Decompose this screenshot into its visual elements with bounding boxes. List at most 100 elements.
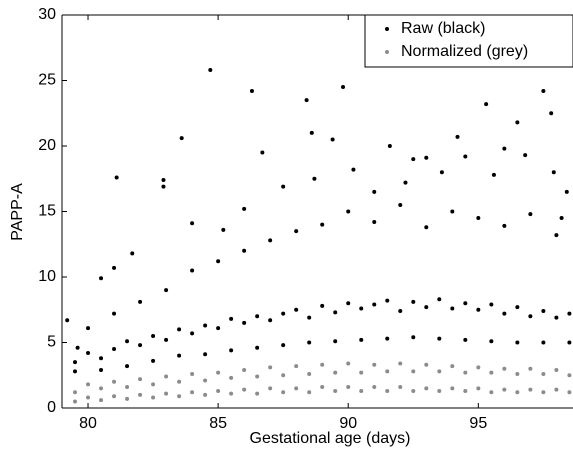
data-point <box>125 339 130 344</box>
data-point <box>437 388 442 393</box>
data-point <box>554 387 559 392</box>
data-point <box>99 356 104 361</box>
data-point <box>138 392 143 397</box>
data-point <box>359 388 364 393</box>
data-point <box>294 229 299 234</box>
data-point <box>489 370 494 375</box>
data-point <box>242 320 247 325</box>
data-point <box>476 365 481 370</box>
y-tick-label: 0 <box>47 399 56 416</box>
data-point <box>554 368 559 373</box>
data-point <box>320 385 325 390</box>
data-point <box>450 209 455 214</box>
legend-label: Raw (black) <box>401 20 485 37</box>
data-point <box>255 374 260 379</box>
data-point <box>190 221 195 226</box>
data-point <box>249 88 254 93</box>
data-point <box>161 184 166 189</box>
data-point <box>398 361 403 366</box>
data-point <box>463 301 468 306</box>
data-point <box>515 390 520 395</box>
data-point <box>424 386 429 391</box>
data-point <box>437 297 442 302</box>
data-point <box>476 216 481 221</box>
data-point <box>221 227 226 232</box>
legend-label: Normalized (grey) <box>401 43 528 60</box>
x-tick-label: 85 <box>209 415 227 432</box>
data-point <box>216 326 221 331</box>
data-point <box>190 371 195 376</box>
data-point <box>450 364 455 369</box>
data-point <box>491 172 496 177</box>
data-point <box>567 311 572 316</box>
data-point <box>528 387 533 392</box>
data-point <box>99 276 104 281</box>
data-point <box>554 233 559 238</box>
data-point <box>112 311 117 316</box>
data-point <box>229 348 234 353</box>
data-point <box>515 120 520 125</box>
data-point <box>229 391 234 396</box>
data-point <box>216 388 221 393</box>
data-point <box>125 385 130 390</box>
data-point <box>523 153 528 158</box>
data-point <box>242 206 247 211</box>
data-point <box>528 366 533 371</box>
data-point <box>463 154 468 159</box>
data-point <box>541 88 546 93</box>
data-point <box>112 347 117 352</box>
data-point <box>190 268 195 273</box>
data-point <box>125 396 130 401</box>
data-point <box>424 225 429 230</box>
data-point <box>268 386 273 391</box>
data-point <box>549 111 554 116</box>
data-point <box>372 189 377 194</box>
data-point <box>411 157 416 162</box>
data-point <box>346 361 351 366</box>
data-point <box>502 311 507 316</box>
data-point <box>138 299 143 304</box>
data-point <box>385 388 390 393</box>
data-point <box>307 371 312 376</box>
data-point <box>341 85 346 90</box>
data-point <box>333 388 338 393</box>
data-point <box>216 370 221 375</box>
data-point <box>73 360 78 365</box>
data-point <box>515 340 520 345</box>
data-point <box>551 170 556 175</box>
data-point <box>177 379 182 384</box>
data-point <box>411 299 416 304</box>
data-point <box>112 394 117 399</box>
legend-marker <box>385 27 389 31</box>
data-point <box>424 155 429 160</box>
data-point <box>161 178 166 183</box>
data-point <box>138 377 143 382</box>
data-point <box>307 340 312 345</box>
data-point <box>99 398 104 403</box>
data-point <box>437 369 442 374</box>
data-point <box>99 386 104 391</box>
data-point <box>567 340 572 345</box>
data-point <box>281 373 286 378</box>
data-point <box>385 369 390 374</box>
data-point <box>260 150 265 155</box>
data-point <box>424 305 429 310</box>
data-point <box>203 378 208 383</box>
data-point <box>114 175 119 180</box>
data-point <box>403 180 408 185</box>
data-point <box>346 209 351 214</box>
data-point <box>484 102 489 107</box>
data-point <box>515 371 520 376</box>
data-point <box>164 374 169 379</box>
data-point <box>411 335 416 340</box>
data-point <box>151 333 156 338</box>
data-point <box>112 379 117 384</box>
data-point <box>304 98 309 103</box>
x-tick-label: 90 <box>339 415 357 432</box>
data-point <box>179 136 184 141</box>
data-point <box>564 189 569 194</box>
data-point <box>177 394 182 399</box>
data-point <box>312 176 317 181</box>
data-point <box>372 219 377 224</box>
